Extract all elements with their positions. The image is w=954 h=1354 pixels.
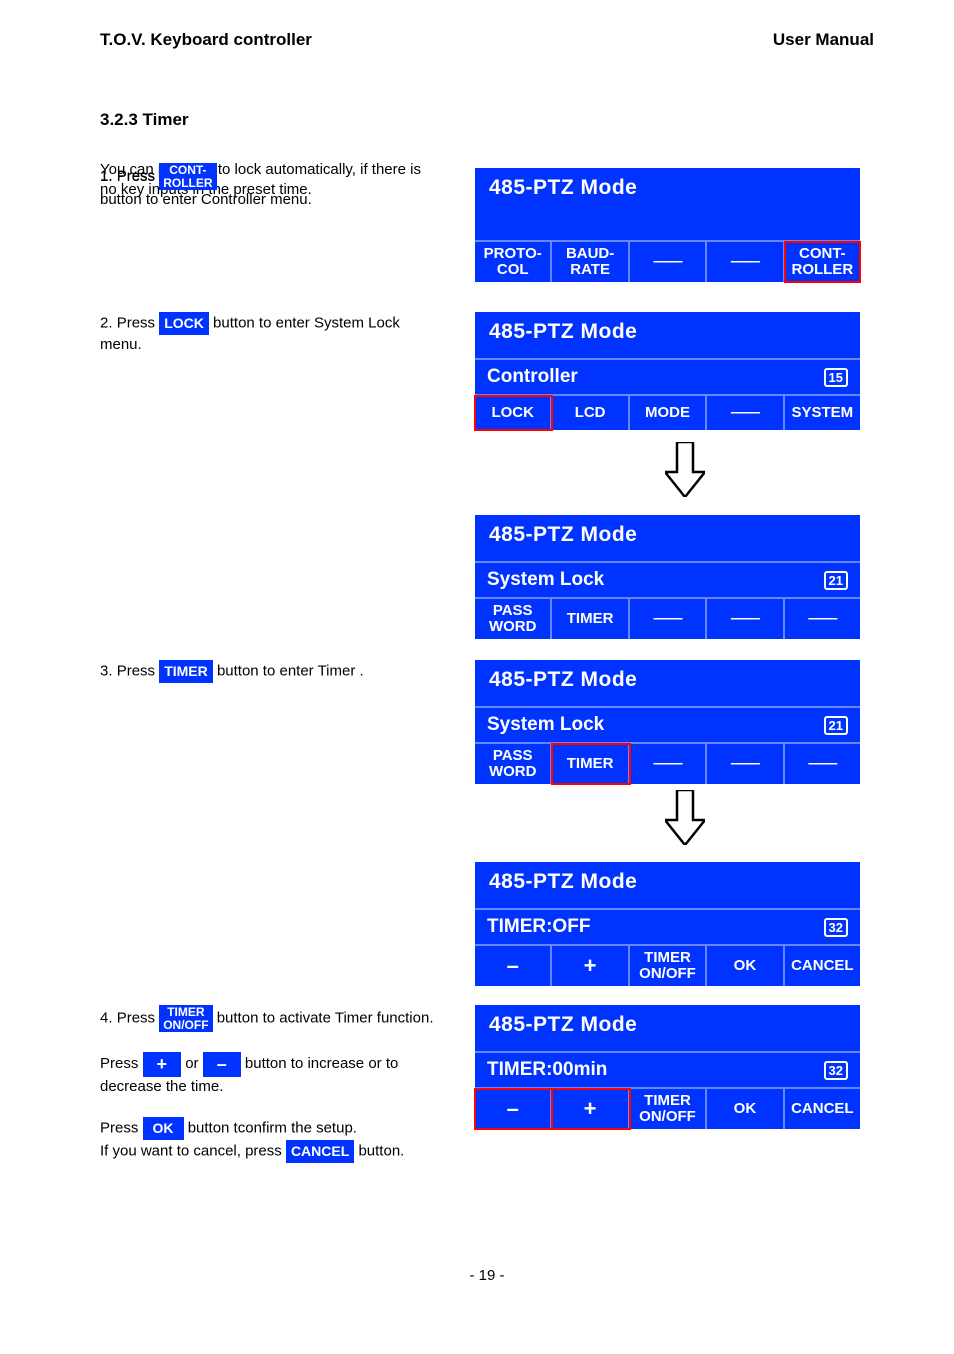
lcd-cell-minus[interactable]: –	[475, 946, 552, 986]
lcd-subtitle: TIMER:00min 32	[475, 1051, 860, 1087]
timer-onoff-badge: TIMERON/OFF	[159, 1005, 212, 1032]
lcd-cell[interactable]: PASSWORD	[475, 744, 552, 784]
lcd-title: 485-PTZ Mode	[475, 515, 860, 561]
lcd-cell[interactable]: TIMER	[552, 599, 629, 639]
header-right: User Manual	[773, 30, 874, 50]
page-number: - 19 -	[100, 1267, 874, 1284]
lcd-title: 485-PTZ Mode	[475, 1005, 860, 1051]
lcd-cell[interactable]: SYSTEM	[785, 396, 860, 430]
lcd-cell-cancel[interactable]: CANCEL	[785, 946, 860, 986]
lcd-cell: ——	[785, 599, 860, 639]
ok-badge: OK	[143, 1117, 184, 1140]
lcd-cell: ——	[707, 744, 784, 784]
lcd-panel-4: 485-PTZ Mode System Lock 21 PASSWORD TIM…	[475, 660, 860, 784]
lcd3-row: PASSWORD TIMER —— —— ——	[475, 597, 860, 639]
lock-badge: LOCK	[159, 312, 209, 335]
cont-roller-badge: CONT-ROLLER	[159, 163, 216, 190]
lcd-cell[interactable]: BAUD-RATE	[552, 242, 629, 282]
page-badge: 32	[824, 1061, 848, 1080]
lcd-cell: ——	[707, 599, 784, 639]
lcd-cell: ——	[707, 242, 784, 282]
page-badge: 21	[824, 571, 848, 590]
page-badge: 15	[824, 368, 848, 387]
step-4-row: 4. Press TIMERON/OFF button to activate …	[100, 1005, 440, 1163]
lcd-cell-minus[interactable]: –	[475, 1089, 552, 1129]
section-title: 3.2.3 Timer	[100, 110, 189, 130]
step-2-row: 2. Press LOCK button to enter System Loc…	[100, 312, 440, 355]
lcd-panel-1: 485-PTZ Mode PROTO-COL BAUD-RATE —— —— C…	[475, 168, 860, 282]
minus-badge: –	[203, 1052, 241, 1076]
lcd1-row: PROTO-COL BAUD-RATE —— —— CONT-ROLLER	[475, 240, 860, 282]
down-arrow-icon	[665, 442, 705, 497]
lcd-cell: ——	[630, 242, 707, 282]
lcd-cell: ——	[630, 599, 707, 639]
page-badge: 32	[824, 918, 848, 937]
lcd-cell[interactable]: PASSWORD	[475, 599, 552, 639]
lcd-title: 485-PTZ Mode	[475, 660, 860, 706]
page-badge: 21	[824, 716, 848, 735]
lcd-cell-timer[interactable]: TIMER	[552, 744, 629, 784]
lcd2-row: LOCK LCD MODE —— SYSTEM	[475, 394, 860, 430]
lcd-cell-ok[interactable]: OK	[707, 1089, 784, 1129]
lcd-subtitle: System Lock 21	[475, 561, 860, 597]
lcd-cell-ok[interactable]: OK	[707, 946, 784, 986]
lcd-cell-lock[interactable]: LOCK	[475, 396, 552, 430]
lcd-cell: ——	[630, 744, 707, 784]
lcd-title: 485-PTZ Mode	[475, 168, 860, 240]
lcd-cell[interactable]: LCD	[552, 396, 629, 430]
lcd-cell[interactable]: MODE	[630, 396, 707, 430]
lcd-panel-5: 485-PTZ Mode TIMER:OFF 32 – + TIMERON/OF…	[475, 862, 860, 986]
lcd-cell[interactable]: TIMERON/OFF	[630, 946, 707, 986]
lcd-cell: ——	[785, 744, 860, 784]
step-1-row: 1. Press CONT-ROLLER button to enter Con…	[100, 163, 440, 210]
lcd-subtitle: System Lock 21	[475, 706, 860, 742]
down-arrow-icon	[665, 790, 705, 845]
lcd-cell-cancel[interactable]: CANCEL	[785, 1089, 860, 1129]
header-left: T.O.V. Keyboard controller	[100, 30, 312, 50]
lcd4-row: PASSWORD TIMER —— —— ——	[475, 742, 860, 784]
lcd-cell[interactable]: PROTO-COL	[475, 242, 552, 282]
lcd-cell-plus[interactable]: +	[552, 946, 629, 986]
plus-badge: +	[143, 1052, 182, 1076]
lcd-cell: ——	[707, 396, 784, 430]
lcd-panel-6: 485-PTZ Mode TIMER:00min 32 – + TIMERON/…	[475, 1005, 860, 1129]
lcd-subtitle: TIMER:OFF 32	[475, 908, 860, 944]
lcd-panel-3: 485-PTZ Mode System Lock 21 PASSWORD TIM…	[475, 515, 860, 639]
step-3-row: 3. Press TIMER button to enter Timer .	[100, 660, 440, 683]
lcd-cell-controller[interactable]: CONT-ROLLER	[785, 242, 860, 282]
lcd-subtitle: Controller 15	[475, 358, 860, 394]
lcd-title: 485-PTZ Mode	[475, 312, 860, 358]
lcd5-row: – + TIMERON/OFF OK CANCEL	[475, 944, 860, 986]
timer-badge: TIMER	[159, 660, 213, 683]
lcd-cell[interactable]: TIMERON/OFF	[630, 1089, 707, 1129]
lcd-title: 485-PTZ Mode	[475, 862, 860, 908]
lcd-panel-2: 485-PTZ Mode Controller 15 LOCK LCD MODE…	[475, 312, 860, 430]
lcd6-row: – + TIMERON/OFF OK CANCEL	[475, 1087, 860, 1129]
page-header: T.O.V. Keyboard controller User Manual	[100, 30, 874, 50]
cancel-badge: CANCEL	[286, 1140, 354, 1163]
lcd-cell-plus[interactable]: +	[552, 1089, 629, 1129]
